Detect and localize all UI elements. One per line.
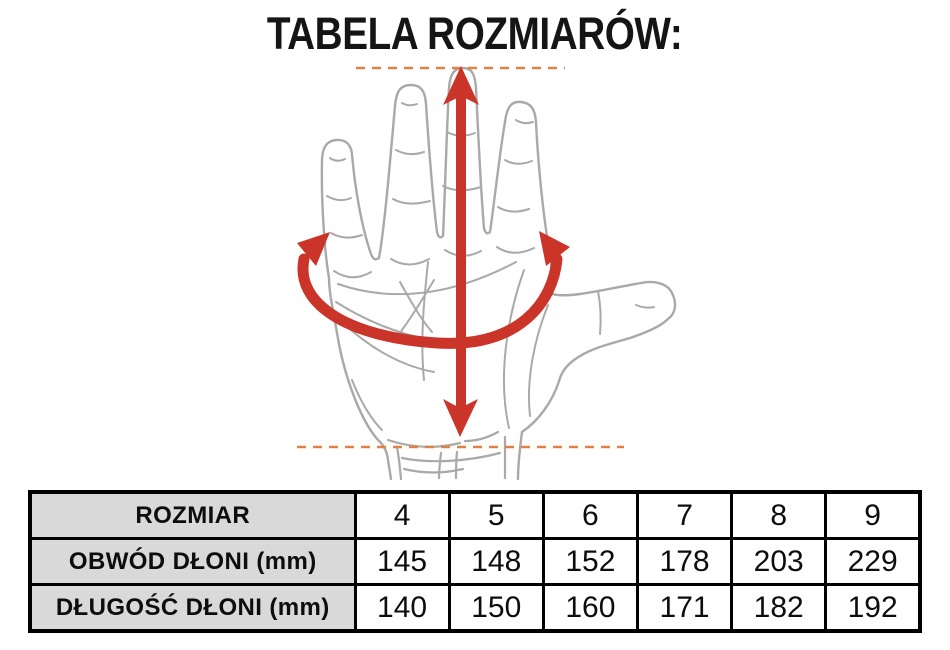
length-value-cell: 192 — [824, 583, 922, 633]
length-value-cell: 150 — [447, 583, 545, 633]
circumference-value-cell: 203 — [730, 537, 828, 586]
finger-creases — [326, 102, 655, 335]
length-value-cell: 140 — [353, 583, 451, 633]
size-value-cell: 7 — [635, 490, 734, 540]
circumference-value-cell: 229 — [824, 537, 922, 586]
table-row-length: DŁUGOŚĆ DŁONI (mm) 140 150 160 171 182 1… — [28, 583, 922, 633]
circumference-arrow-left-head — [297, 232, 330, 266]
length-arrow-top-head — [443, 66, 479, 105]
size-value-cell: 6 — [541, 490, 639, 540]
circumference-value-cell: 152 — [541, 537, 639, 586]
table-row-circumference: OBWÓD DŁONI (mm) 145 148 152 178 203 229 — [28, 537, 922, 586]
row-label-cell: DŁUGOŚĆ DŁONI (mm) — [28, 583, 357, 633]
page-title-text: TABELA ROZMIARÓW: — [267, 8, 683, 59]
circumference-value-cell: 148 — [447, 537, 545, 586]
length-value-cell: 160 — [541, 583, 639, 633]
length-value-cell: 182 — [730, 583, 828, 633]
size-value-cell: 8 — [730, 490, 828, 540]
table-row-size: ROZMIAR 4 5 6 7 8 9 — [28, 490, 922, 540]
size-value-cell: 4 — [353, 490, 451, 540]
row-label-cell: ROZMIAR — [28, 490, 357, 540]
hand-outline — [320, 66, 677, 481]
length-value-cell: 171 — [635, 583, 734, 633]
length-arrow-bottom-head — [443, 399, 478, 437]
length-arrow — [443, 66, 479, 437]
wrist-lines — [386, 430, 507, 481]
circumference-arrow-right-head — [539, 231, 570, 266]
hand-illustration — [320, 66, 677, 481]
row-label-cell: OBWÓD DŁONI (mm) — [28, 537, 357, 586]
size-value-cell: 9 — [824, 490, 922, 540]
circumference-value-cell: 178 — [635, 537, 734, 586]
page-title: TABELA ROZMIARÓW: — [0, 8, 950, 60]
size-table: ROZMIAR 4 5 6 7 8 9 OBWÓD DŁONI (mm) 145… — [28, 490, 922, 633]
circumference-value-cell: 145 — [353, 537, 451, 586]
size-value-cell: 5 — [447, 490, 545, 540]
circumference-arrow — [297, 231, 570, 349]
